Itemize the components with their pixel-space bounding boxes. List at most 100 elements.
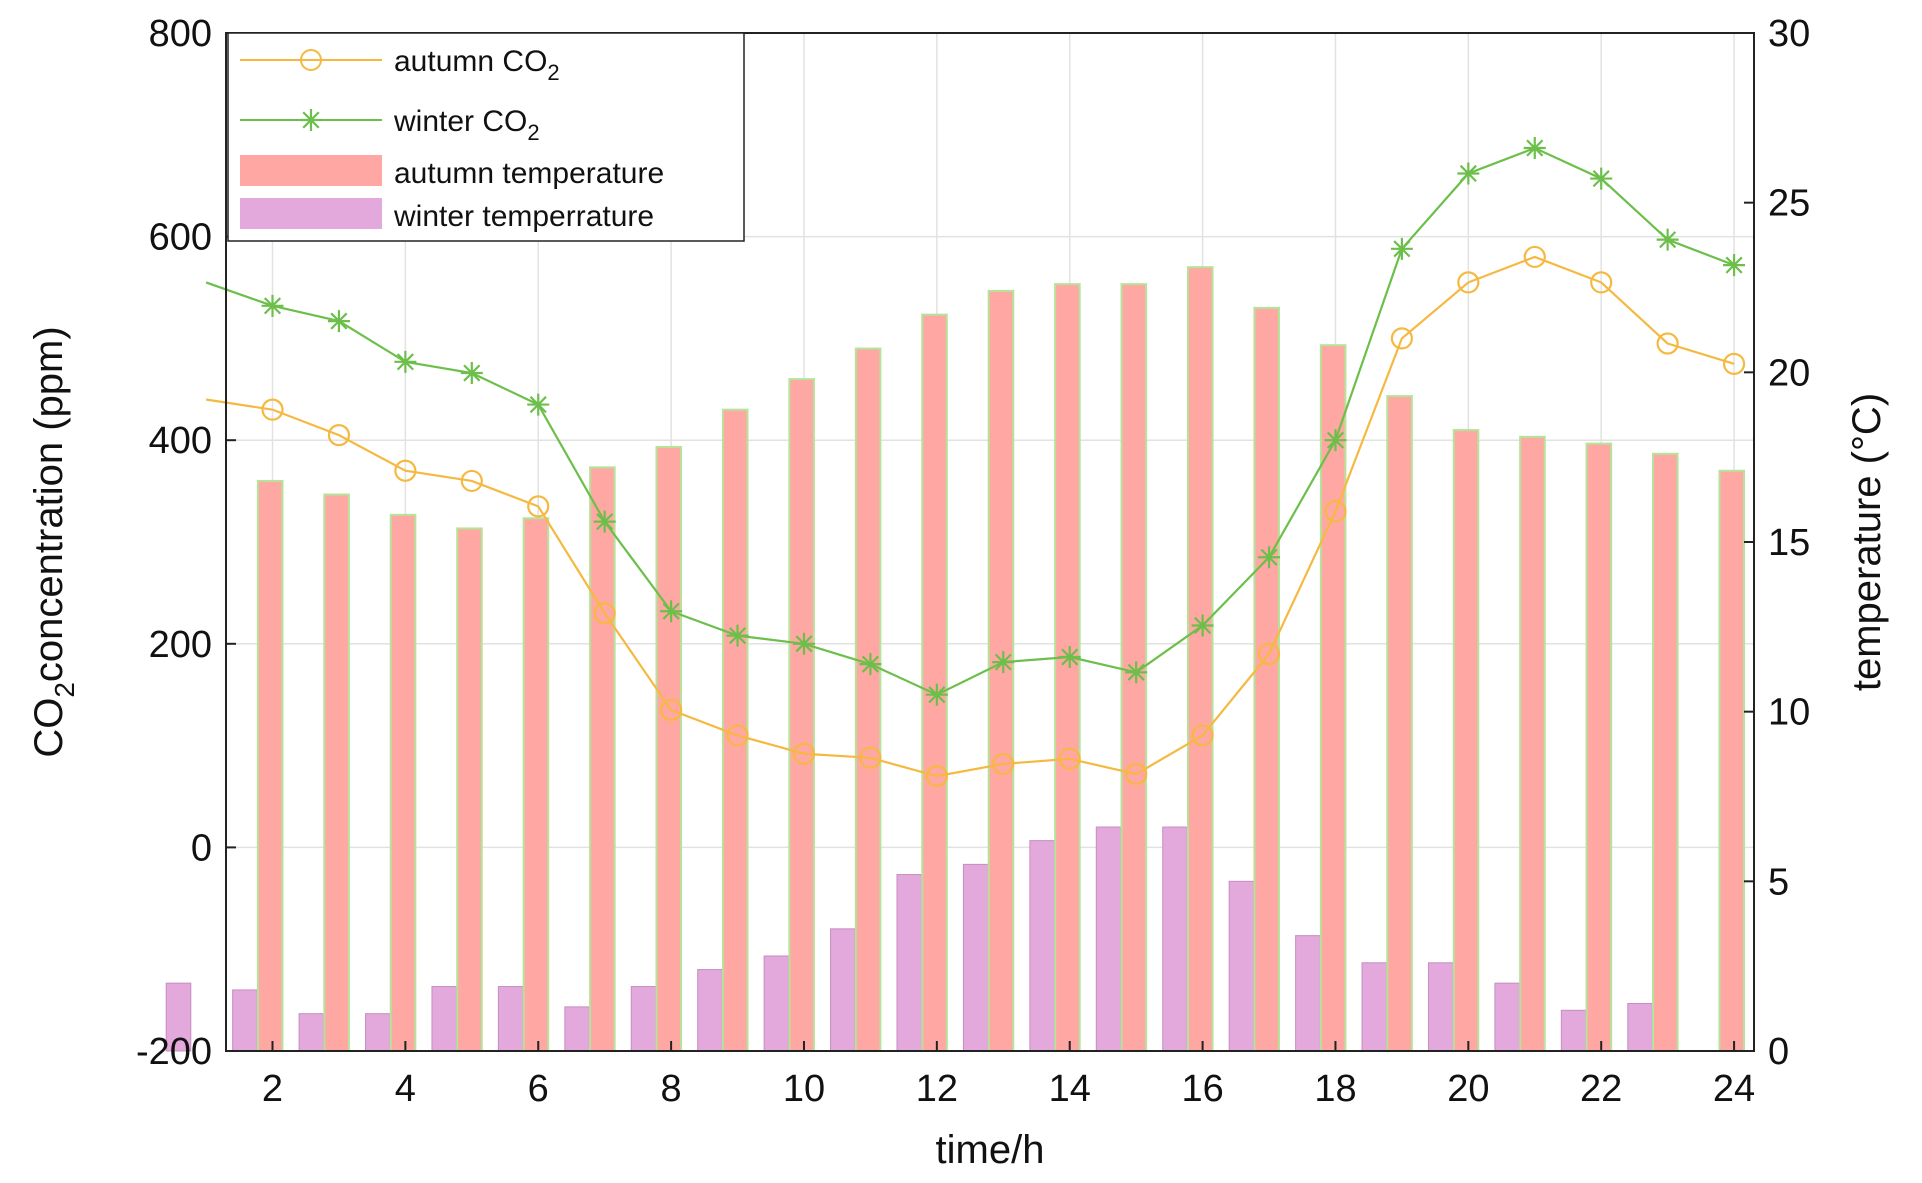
autumn-co2-point <box>1191 724 1214 747</box>
autumn-co2-point <box>1324 500 1347 523</box>
autumn-co2-point <box>859 746 882 769</box>
x-tick-label: 24 <box>1713 1068 1755 1110</box>
y-left-label-sub: 2 <box>49 682 80 698</box>
winter-temperature-bar <box>431 986 458 1052</box>
winter-temperature-bar <box>896 874 923 1052</box>
autumn-co2-point <box>593 602 616 625</box>
bars <box>165 266 1746 1053</box>
autumn-co2-point <box>992 752 1015 776</box>
autumn-co2-point <box>261 398 284 421</box>
winter-co2-point <box>394 350 417 373</box>
autumn-temperature-bar <box>921 313 948 1052</box>
winter-temperature-bar <box>232 989 258 1052</box>
winter-co2-point <box>792 632 815 655</box>
winter-temperature-bar <box>697 969 723 1052</box>
winter-co2-point <box>1390 237 1413 260</box>
legend-winter-temp-label: winter temperrature <box>393 200 654 233</box>
autumn-temperature-bar <box>1452 429 1480 1052</box>
x-tick-label: 2 <box>262 1068 283 1110</box>
svg-text:CO2concentration (ppm): CO2concentration (ppm) <box>27 326 80 757</box>
winter-co2-point <box>1058 646 1081 669</box>
x-tick-label: 12 <box>916 1068 958 1110</box>
winter-temperature-bar <box>1095 826 1122 1052</box>
autumn-temperature-bar <box>323 493 350 1052</box>
winter-co2-point <box>859 653 882 676</box>
autumn-co2-point <box>327 424 351 447</box>
autumn-temperature-bar <box>1386 395 1413 1052</box>
autumn-temperature-bar <box>1585 442 1613 1052</box>
winter-temperature-bar <box>763 955 790 1052</box>
y-right-axis-label: temperature (°C) <box>1845 393 1889 691</box>
winter-temperature-bar <box>1627 1002 1653 1052</box>
autumn-temperature-bar <box>1186 266 1214 1052</box>
x-tick-label: 4 <box>395 1068 416 1110</box>
winter-temperature-bar <box>1029 840 1055 1052</box>
winter-temperature-bar <box>165 982 192 1052</box>
autumn-temperature-bar <box>456 527 483 1052</box>
autumn-temperature-bar <box>1319 344 1347 1053</box>
autumn-co2-point <box>527 495 550 518</box>
winter-co2-point <box>1125 661 1148 684</box>
autumn-co2-point <box>1390 327 1413 350</box>
autumn-temperature-bar <box>256 479 284 1053</box>
winter-temperature-bar <box>962 863 989 1052</box>
winter-co2-point <box>460 362 483 385</box>
y-right-tick-label: 5 <box>1768 861 1789 903</box>
legend-winter-temp-swatch <box>240 198 382 229</box>
winter-co2-point <box>925 683 948 706</box>
winter-co2-point <box>1723 254 1746 277</box>
autumn-temperature-bar <box>854 347 882 1052</box>
winter-temperature-bar <box>1162 826 1188 1052</box>
y-right-tick-label: 10 <box>1768 692 1810 734</box>
y-right-tick-label: 20 <box>1768 352 1810 394</box>
winter-co2-point <box>1324 429 1347 452</box>
autumn-temperature-bar <box>589 466 616 1052</box>
winter-co2-line <box>205 146 1735 696</box>
legend-autumn-temp-swatch <box>240 155 382 186</box>
x-tick-label: 18 <box>1314 1068 1356 1110</box>
autumn-temperature-bar <box>522 517 550 1052</box>
winter-temperature-bar <box>630 986 657 1052</box>
autumn-temperature-bar <box>1120 283 1148 1052</box>
winter-temperature-bar <box>365 1013 391 1052</box>
winter-temperature-bar <box>1427 962 1454 1052</box>
legend-winter-co2-marker <box>300 109 322 131</box>
autumn-temperature-bar <box>1253 306 1280 1052</box>
legend-star-glyph <box>300 109 322 131</box>
legend-autumn-co2-label: autumn CO2 <box>394 45 560 85</box>
autumn-temperature-bar <box>389 513 417 1052</box>
y-left-label-co: CO <box>27 698 71 758</box>
autumn-temperature-bar <box>1054 283 1081 1052</box>
autumn-co2-point <box>660 698 683 722</box>
y-right-tick-label: 30 <box>1768 13 1810 55</box>
ticks: 2 4 6 8 10 12 14 16 18 20 22 24-2000200400600800051… <box>136 13 1810 1110</box>
winter-co2-point <box>726 624 749 647</box>
autumn-co2-point <box>1457 271 1480 294</box>
y-right-tick-label: 0 <box>1768 1031 1789 1073</box>
legend-winter-co2-label: winter CO2 <box>393 105 540 145</box>
winter-co2-point <box>527 393 550 416</box>
legend-autumn-co2-marker <box>300 49 322 71</box>
winter-co2-point <box>327 310 350 333</box>
y-left-tick-label: 0 <box>191 827 212 869</box>
y-left-tick-label: 400 <box>149 420 212 462</box>
autumn-co2-point <box>792 742 816 765</box>
winter-co2-point <box>660 600 683 623</box>
y-right-tick-label: 15 <box>1768 522 1810 564</box>
autumn-co2-point <box>1590 271 1613 294</box>
y-left-tick-label: 800 <box>149 13 212 55</box>
legend: autumn CO2 winter CO2 autumn temperature… <box>227 32 745 242</box>
winter-co2-point <box>992 651 1015 674</box>
autumn-co2-point <box>1722 352 1746 375</box>
x-tick-label: 16 <box>1181 1068 1223 1110</box>
winter-co2-point <box>261 294 284 317</box>
autumn-temperature-bar <box>987 289 1015 1053</box>
winter-co2-point <box>1457 162 1480 185</box>
y-right-tick-label: 25 <box>1768 183 1810 225</box>
winter-temperature-bar <box>1295 935 1321 1052</box>
winter-temperature-bar <box>564 1006 590 1052</box>
winter-temperature-bar <box>298 1013 325 1052</box>
autumn-co2-point <box>1257 642 1281 666</box>
autumn-co2-point <box>925 765 948 788</box>
